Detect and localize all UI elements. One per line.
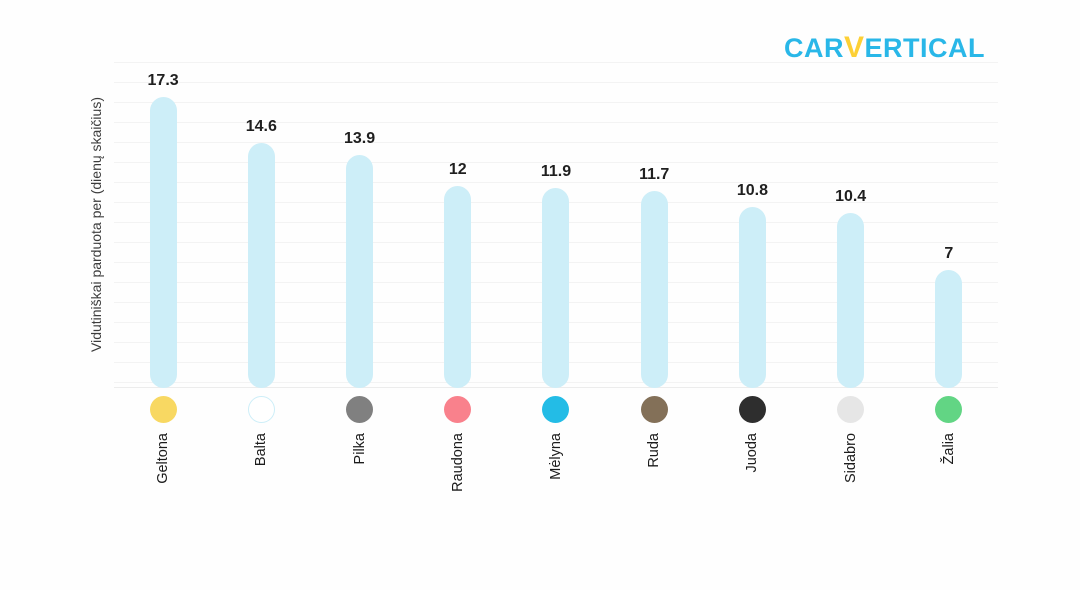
bar[interactable] [346, 154, 374, 388]
bar-value-label: 14.6 [245, 117, 277, 135]
bar-region: 11.9 [541, 62, 571, 388]
color-swatch-icon [837, 396, 865, 423]
category-label: Pilka [351, 433, 368, 465]
bar-value-label: 10.4 [835, 188, 867, 206]
color-swatch-icon [542, 396, 570, 423]
bar-region: 10.4 [835, 62, 866, 388]
bar-value-label: 17.3 [147, 72, 179, 90]
bar-region: 12 [444, 62, 472, 388]
bar-region: 14.6 [246, 62, 277, 388]
category-label: Raudona [449, 433, 466, 492]
bar-value-label: 13.9 [343, 129, 376, 147]
color-swatch-icon [640, 396, 668, 423]
bar-column: 12 Raudona [409, 62, 507, 492]
category-label: Balta [253, 433, 270, 467]
bar[interactable] [640, 191, 668, 388]
y-axis-title: Vidutiniškai parduota per (dienų skaičiu… [88, 97, 104, 353]
bar-column: 14.6 Balta [212, 62, 310, 492]
color-swatch-icon [149, 396, 177, 423]
bar-value-label: 11.7 [639, 166, 670, 184]
bar-column: 11.9 Mėlyna [507, 62, 605, 492]
color-swatch-icon [738, 396, 766, 423]
bar-column: 10.8 Juoda [703, 62, 801, 492]
logo-v-checkmark: V [843, 31, 865, 64]
category-label: Sidabro [842, 433, 859, 483]
color-swatch-icon [444, 396, 472, 423]
bar-column: 7 Žalia [900, 62, 998, 492]
color-swatch-icon [247, 396, 275, 423]
bar-region: 17.3 [148, 62, 179, 388]
bar-column: 13.9 Pilka [310, 62, 408, 492]
bar-column: 17.3 Geltona [114, 62, 212, 492]
bar[interactable] [149, 97, 177, 388]
category-label: Mėlyna [547, 433, 564, 480]
bar-value-label: 12 [448, 161, 467, 179]
bar[interactable] [935, 270, 963, 388]
bar-columns: 17.3 Geltona 14.6 Balta 13.9 Pilka [114, 62, 998, 492]
bar-column: 10.4 Sidabro [802, 62, 900, 492]
category-label: Juoda [744, 433, 761, 473]
bar[interactable] [738, 206, 766, 388]
bar-region: 13.9 [344, 62, 375, 388]
bar-region: 10.8 [737, 62, 768, 388]
logo-text-ertical: ERTICAL [864, 33, 985, 63]
bar-region: 7 [935, 62, 963, 388]
bar-value-label: 10.8 [736, 181, 768, 199]
bar[interactable] [444, 186, 472, 388]
color-swatch-icon [935, 396, 963, 423]
color-swatch-icon [346, 396, 374, 423]
category-label: Ruda [646, 433, 663, 468]
bar-value-label: 11.9 [540, 163, 572, 181]
bar-value-label: 7 [944, 245, 954, 263]
logo-text-car: CAR [783, 33, 844, 63]
carvertical-logo: CARVERTICAL [784, 31, 985, 65]
bar[interactable] [837, 213, 865, 388]
bar-region: 11.7 [639, 62, 669, 388]
bar[interactable] [542, 188, 570, 388]
category-label: Žalia [940, 433, 957, 465]
category-label: Geltona [155, 433, 172, 484]
bar[interactable] [247, 142, 275, 388]
bar-column: 11.7 Ruda [605, 62, 703, 492]
